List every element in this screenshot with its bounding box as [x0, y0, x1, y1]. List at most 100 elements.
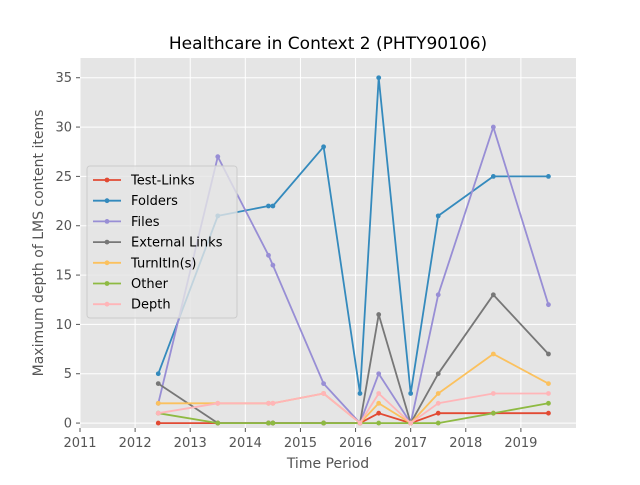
data-point-depth — [155, 410, 161, 416]
legend-swatch-marker — [104, 177, 110, 183]
legend-label: Depth — [131, 298, 171, 313]
data-point-depth — [321, 391, 326, 396]
data-point-files — [490, 124, 496, 130]
data-point-folders — [270, 203, 276, 209]
x-tick-label: 2013 — [174, 436, 207, 451]
y-tick-label: 20 — [55, 219, 72, 234]
data-point-test-links — [546, 410, 551, 416]
x-tick-label: 2018 — [449, 436, 482, 451]
data-point-depth — [266, 400, 271, 406]
x-axis-label: Time Period — [286, 456, 369, 472]
data-point-external-links — [155, 381, 161, 386]
data-point-test-links — [155, 420, 161, 426]
data-point-other — [546, 400, 551, 406]
data-point-depth — [408, 420, 414, 426]
data-point-turnitin-s — [490, 351, 496, 357]
data-point-turnitin-s — [155, 400, 161, 406]
data-point-files — [435, 292, 441, 298]
data-point-external-links — [435, 371, 441, 377]
data-point-folders — [357, 391, 363, 396]
legend-swatch-marker — [104, 239, 110, 245]
data-point-turnitin-s — [435, 391, 441, 396]
legend-label: Test-Links — [130, 174, 195, 189]
data-point-folders — [376, 75, 382, 81]
legend-swatch-marker — [104, 260, 110, 266]
data-point-other — [490, 410, 496, 416]
series-folders — [155, 75, 551, 396]
x-tick-label: 2011 — [63, 436, 96, 451]
data-point-external-links — [490, 292, 496, 298]
data-point-folders — [266, 203, 271, 209]
data-point-turnitin-s — [546, 381, 551, 386]
legend-label: TurnItIn(s) — [130, 256, 196, 271]
data-point-folders — [546, 174, 551, 179]
legend-swatch-marker — [104, 219, 110, 224]
data-point-other — [215, 420, 221, 426]
data-point-folders — [408, 391, 414, 396]
data-point-folders — [155, 371, 161, 377]
data-point-other — [270, 420, 276, 426]
series-layer — [155, 75, 551, 426]
data-point-test-links — [376, 410, 382, 416]
series-depth — [155, 391, 551, 426]
legend-label: External Links — [131, 236, 223, 251]
y-tick-label: 25 — [55, 170, 72, 185]
legend-entry-depth: Depth — [93, 298, 171, 313]
legend-entry-files: Files — [93, 215, 160, 230]
legend-entry-turnitin-s: TurnItIn(s) — [93, 256, 196, 271]
data-point-turnitin-s — [376, 400, 382, 406]
legend-label: Folders — [131, 194, 178, 209]
data-point-depth — [435, 400, 441, 406]
legend-entry-test-links: Test-Links — [93, 174, 195, 189]
data-point-files — [266, 252, 271, 258]
x-tick-label: 2012 — [119, 436, 152, 451]
y-axis-label: Maximum depth of LMS content items — [31, 110, 47, 377]
x-tick-label: 2016 — [339, 436, 372, 451]
chart-title: Healthcare in Context 2 (PHTY90106) — [169, 34, 487, 54]
data-point-files — [376, 371, 382, 377]
data-point-other — [435, 420, 441, 426]
data-point-external-links — [546, 351, 551, 357]
data-point-files — [215, 154, 221, 160]
y-tick-label: 35 — [55, 71, 72, 86]
y-tick-label: 0 — [64, 417, 72, 432]
x-tick-label: 2015 — [284, 436, 317, 451]
legend-entry-external-links: External Links — [93, 236, 223, 251]
legend-box — [86, 165, 238, 319]
data-point-other — [266, 420, 271, 426]
legend-swatch-marker — [104, 281, 110, 286]
data-point-folders — [435, 213, 441, 219]
legend-swatch-marker — [104, 301, 110, 307]
data-point-depth — [490, 391, 496, 396]
data-point-folders — [321, 144, 326, 150]
y-tick-label: 15 — [55, 269, 72, 284]
data-point-files — [546, 302, 551, 308]
tick-layer: 2011 2012 2013 2014 2015 2016 2017 2018 20190510… — [55, 71, 537, 451]
legend-entry-other: Other — [93, 277, 169, 292]
data-point-files — [270, 262, 276, 268]
y-tick-label: 10 — [55, 318, 72, 333]
y-tick-label: 30 — [55, 121, 72, 136]
data-point-other — [376, 420, 382, 426]
legend: Test-Links Folders Files External Links Turn… — [86, 165, 238, 319]
x-tick-label: 2019 — [504, 436, 537, 451]
data-point-depth — [546, 391, 551, 396]
data-point-depth — [376, 391, 382, 396]
data-point-test-links — [435, 410, 441, 416]
data-point-depth — [357, 420, 363, 426]
legend-label: Other — [131, 277, 169, 292]
data-point-folders — [490, 174, 496, 179]
y-tick-label: 5 — [64, 367, 72, 382]
data-point-depth — [215, 400, 221, 406]
data-point-depth — [270, 400, 276, 406]
data-point-external-links — [376, 312, 382, 317]
x-tick-label: 2017 — [394, 436, 427, 451]
legend-swatch-marker — [104, 198, 110, 204]
x-tick-label: 2014 — [229, 436, 262, 451]
data-point-files — [321, 381, 326, 386]
legend-label: Files — [131, 215, 160, 230]
legend-entry-folders: Folders — [93, 194, 178, 209]
data-point-other — [321, 420, 326, 426]
